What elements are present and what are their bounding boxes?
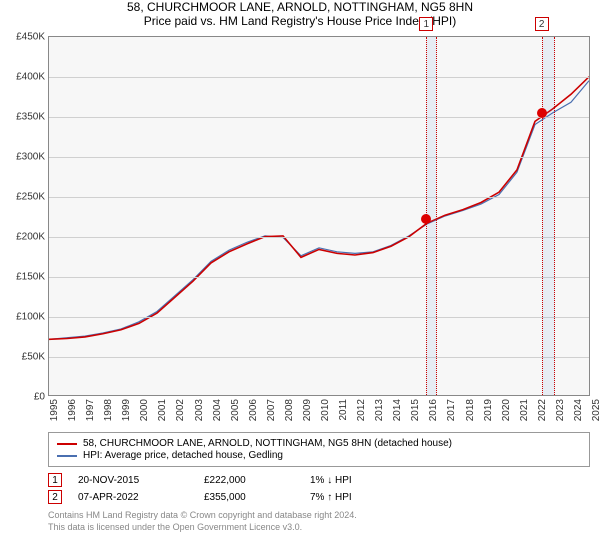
legend-swatch-2 <box>57 455 77 457</box>
x-axis-label: 2010 <box>320 399 331 421</box>
legend-row: 58, CHURCHMOOR LANE, ARNOLD, NOTTINGHAM,… <box>57 438 581 449</box>
x-axis-label: 2008 <box>284 399 295 421</box>
sale-delta: 1% ↓ HPI <box>310 475 352 486</box>
x-axis-label: 2004 <box>212 399 223 421</box>
x-axis-label: 2000 <box>139 399 150 421</box>
legend: 58, CHURCHMOOR LANE, ARNOLD, NOTTINGHAM,… <box>48 432 590 467</box>
footnote-line: Contains HM Land Registry data © Crown c… <box>48 510 590 522</box>
gridline <box>49 357 589 358</box>
x-axis-label: 2002 <box>175 399 186 421</box>
x-axis-label: 1997 <box>85 399 96 421</box>
footnote-line: This data is licensed under the Open Gov… <box>48 522 590 534</box>
gridline <box>49 157 589 158</box>
gridline <box>49 197 589 198</box>
y-axis-label: £250K <box>1 192 45 203</box>
x-axis-label: 2013 <box>374 399 385 421</box>
y-axis-label: £350K <box>1 112 45 123</box>
chart-subtitle: Price paid vs. HM Land Registry's House … <box>0 14 600 28</box>
sale-row: 1 20-NOV-2015 £222,000 1% ↓ HPI <box>48 473 590 487</box>
legend-row: HPI: Average price, detached house, Gedl… <box>57 450 581 461</box>
x-axis-label: 1995 <box>49 399 60 421</box>
y-axis-label: £100K <box>1 312 45 323</box>
x-axis-label: 2012 <box>356 399 367 421</box>
sale-marker-box: 2 <box>48 490 62 504</box>
y-axis-label: £450K <box>1 32 45 43</box>
x-axis-label: 1999 <box>121 399 132 421</box>
sale-marker: 1 <box>419 17 433 31</box>
y-axis-label: £400K <box>1 72 45 83</box>
series-line <box>49 81 589 340</box>
y-axis-label: £150K <box>1 272 45 283</box>
x-axis-label: 1996 <box>67 399 78 421</box>
x-axis-label: 2016 <box>428 399 439 421</box>
x-axis-label: 1998 <box>103 399 114 421</box>
gridline <box>49 117 589 118</box>
x-axis-label: 2001 <box>157 399 168 421</box>
sale-dot <box>421 214 431 224</box>
x-axis-label: 2007 <box>266 399 277 421</box>
sale-band <box>542 37 555 395</box>
sale-date: 07-APR-2022 <box>78 492 188 503</box>
x-axis-label: 2023 <box>555 399 566 421</box>
chart-title: 58, CHURCHMOOR LANE, ARNOLD, NOTTINGHAM,… <box>0 0 600 14</box>
y-axis-label: £0 <box>1 392 45 403</box>
sale-delta: 7% ↑ HPI <box>310 492 352 503</box>
legend-label-1: 58, CHURCHMOOR LANE, ARNOLD, NOTTINGHAM,… <box>83 438 452 449</box>
gridline <box>49 237 589 238</box>
sale-marker: 2 <box>535 17 549 31</box>
x-axis-label: 2017 <box>446 399 457 421</box>
y-axis-label: £200K <box>1 232 45 243</box>
x-axis-label: 2014 <box>392 399 403 421</box>
legend-swatch-1 <box>57 443 77 445</box>
sale-price: £222,000 <box>204 475 294 486</box>
sale-date: 20-NOV-2015 <box>78 475 188 486</box>
x-axis-label: 2015 <box>410 399 421 421</box>
sale-dot <box>537 108 547 118</box>
x-axis-label: 2009 <box>302 399 313 421</box>
x-axis-label: 2005 <box>230 399 241 421</box>
x-axis-label: 2003 <box>194 399 205 421</box>
y-axis-label: £50K <box>1 352 45 363</box>
sale-marker-box: 1 <box>48 473 62 487</box>
footnote: Contains HM Land Registry data © Crown c… <box>48 510 590 533</box>
x-axis-label: 2019 <box>483 399 494 421</box>
x-axis-label: 2011 <box>338 399 349 421</box>
x-axis-label: 2021 <box>519 399 530 421</box>
x-axis-label: 2020 <box>501 399 512 421</box>
sales-list: 1 20-NOV-2015 £222,000 1% ↓ HPI 2 07-APR-2022… <box>48 473 590 504</box>
sale-row: 2 07-APR-2022 £355,000 7% ↑ HPI <box>48 490 590 504</box>
x-axis-label: 2024 <box>573 399 584 421</box>
y-axis-label: £300K <box>1 152 45 163</box>
x-axis-label: 2018 <box>465 399 476 421</box>
x-axis-label: 2006 <box>248 399 259 421</box>
gridline <box>49 77 589 78</box>
gridline <box>49 317 589 318</box>
x-axis-label: 2022 <box>537 399 548 421</box>
x-axis-label: 2025 <box>591 399 600 421</box>
price-chart: £0£50K£100K£150K£200K£250K£300K£350K£400… <box>48 36 590 396</box>
legend-label-2: HPI: Average price, detached house, Gedl… <box>83 450 283 461</box>
sale-price: £355,000 <box>204 492 294 503</box>
gridline <box>49 277 589 278</box>
